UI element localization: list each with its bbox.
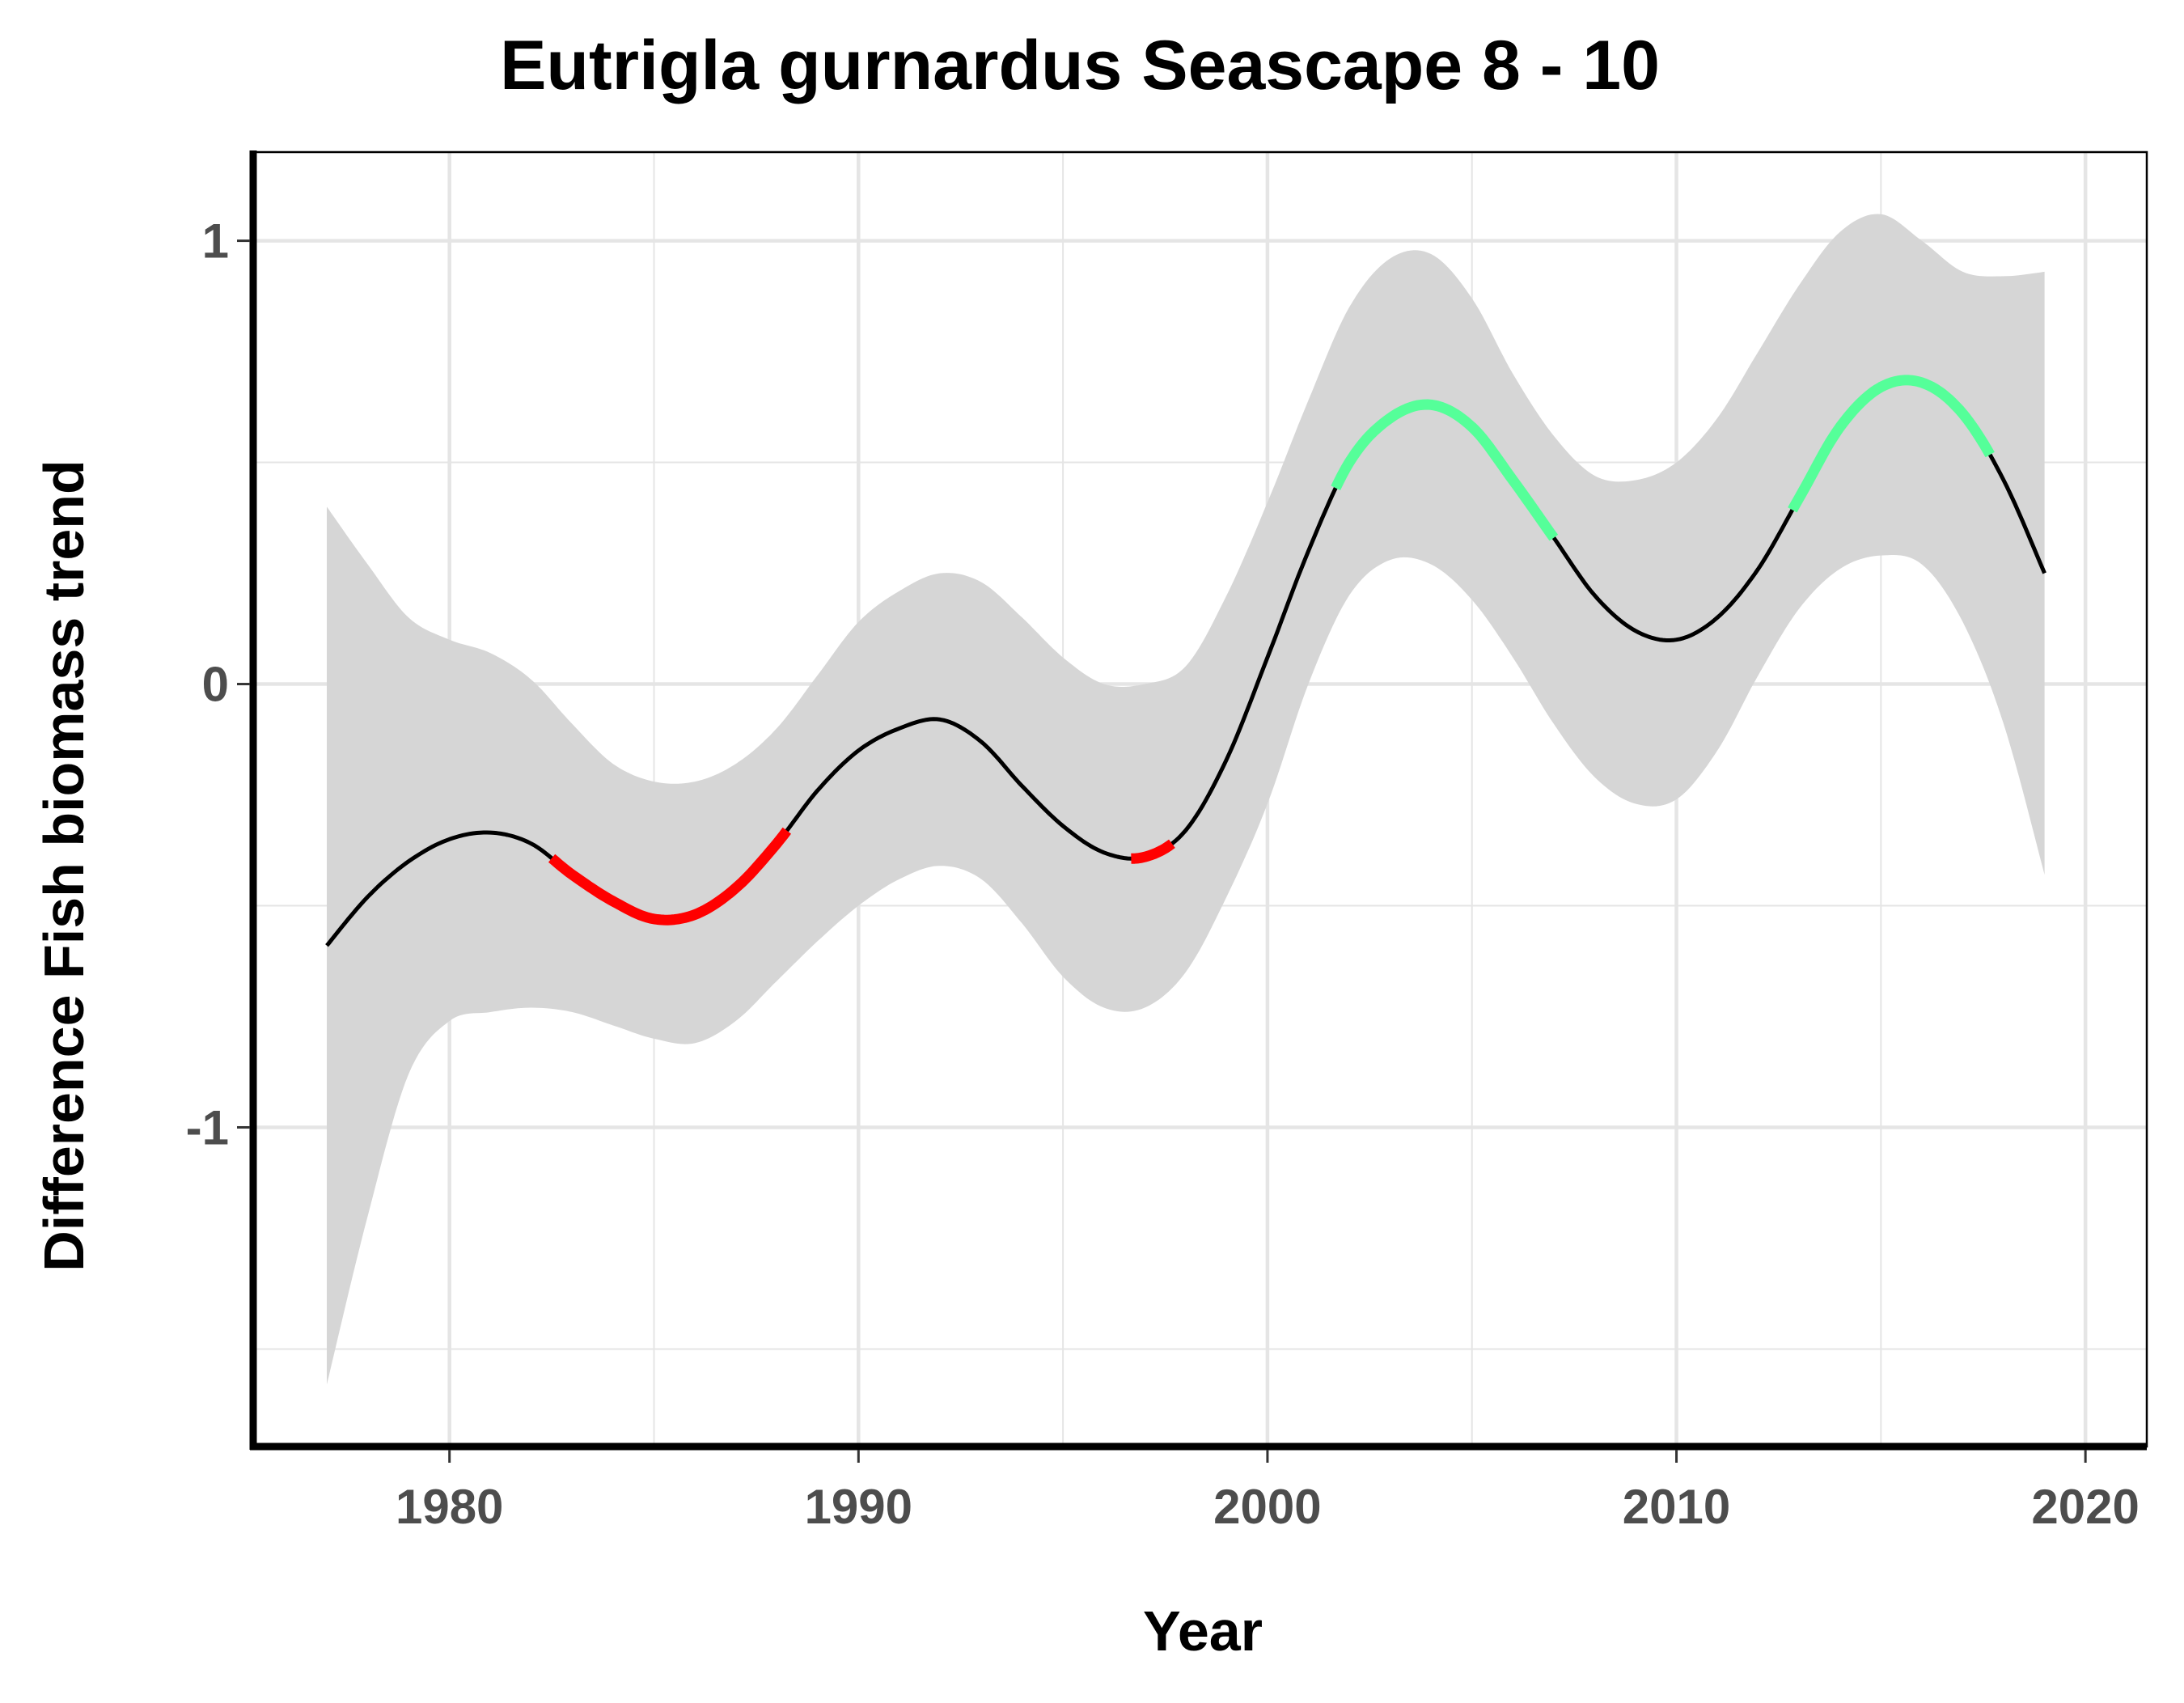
x-tick-label: 2010 <box>1623 1480 1730 1534</box>
x-tick-label: 2000 <box>1213 1480 1321 1534</box>
y-axis-title: Difference Fish biomass trend <box>32 460 95 1272</box>
y-tick-label: 0 <box>202 658 229 712</box>
y-tick-label: -1 <box>186 1100 229 1154</box>
plot-area: 1980 1990 2000 2010 2020 -1 0 1 <box>186 150 2148 1534</box>
y-tick-label: 1 <box>202 214 229 269</box>
x-tick-label: 1980 <box>396 1480 503 1534</box>
x-tick-label: 2020 <box>2031 1480 2139 1534</box>
chart-title: Eutrigla gurnardus Seascape 8 - 10 <box>500 27 1660 104</box>
significant-decrease-segment <box>1129 839 1175 864</box>
x-axis-title: Year <box>1143 1599 1263 1663</box>
confidence-ribbon <box>327 214 2045 1385</box>
significant-decrease-segment <box>548 827 791 926</box>
x-tick-label: 1990 <box>805 1480 912 1534</box>
significant-increase-segment <box>1788 375 1995 513</box>
significant-increase-segment <box>1331 399 1559 541</box>
